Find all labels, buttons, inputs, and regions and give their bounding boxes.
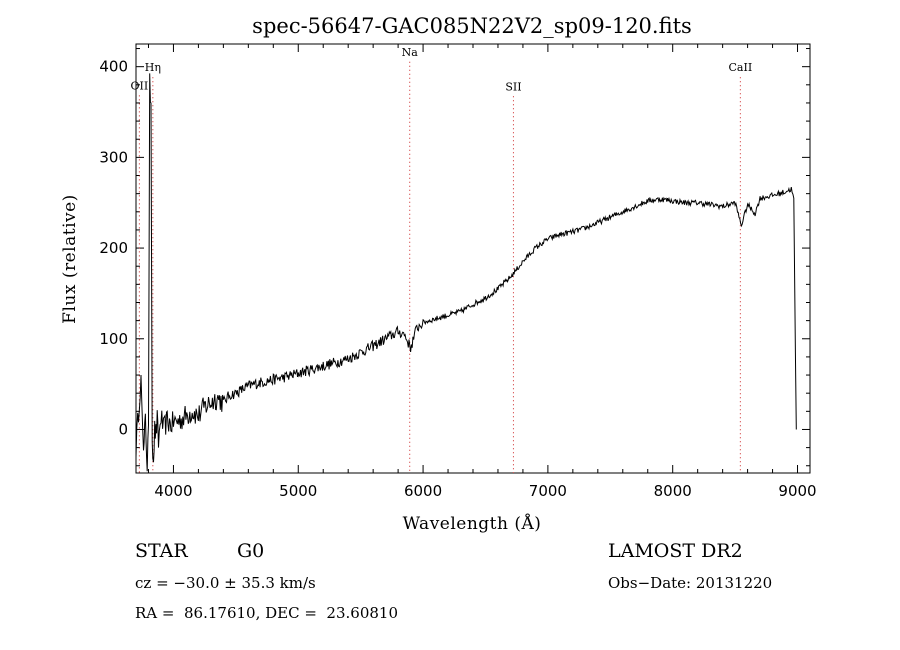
observation-date: Obs−Date: 20131220 bbox=[608, 574, 773, 592]
spectral-line-label: OII bbox=[131, 79, 149, 92]
x-tick-label: 5000 bbox=[279, 482, 317, 500]
x-tick-label: 4000 bbox=[154, 482, 192, 500]
spectral-line-label: Na bbox=[402, 46, 419, 59]
y-tick-label: 200 bbox=[99, 239, 128, 257]
x-tick-label: 8000 bbox=[654, 482, 692, 500]
x-axis-label: Wavelength (Å) bbox=[403, 513, 542, 534]
y-axis-ticks: 0 100 200 300 400 bbox=[99, 48, 810, 467]
spectral-line-label: CaII bbox=[729, 61, 753, 74]
spectral-line-label: Hη bbox=[145, 61, 161, 74]
object-subclass: G0 bbox=[237, 540, 265, 562]
survey-name: LAMOST DR2 bbox=[608, 540, 743, 562]
y-tick-label: 400 bbox=[99, 58, 128, 76]
y-tick-label: 100 bbox=[99, 330, 128, 348]
x-axis-ticks: 4000 5000 6000 7000 8000 9000 bbox=[147, 44, 817, 500]
object-class: STAR bbox=[135, 540, 188, 562]
x-tick-label: 7000 bbox=[529, 482, 567, 500]
flux-line bbox=[135, 73, 797, 472]
chart-title: spec-56647-GAC085N22V2_sp09-120.fits bbox=[252, 14, 692, 38]
plot-border bbox=[135, 43, 811, 474]
redshift-velocity: cz = −30.0 ± 35.3 km/s bbox=[135, 574, 316, 592]
flux-series bbox=[135, 73, 797, 472]
x-tick-label: 6000 bbox=[404, 482, 442, 500]
spectral-lines: OII Hη Na SII CaII bbox=[131, 46, 753, 473]
y-tick-label: 0 bbox=[118, 420, 128, 438]
ra-dec-coordinates: RA = 86.17610, DEC = 23.60810 bbox=[135, 604, 399, 622]
plot-frame bbox=[135, 43, 811, 474]
spectral-line-label: SII bbox=[505, 80, 521, 93]
y-tick-label: 300 bbox=[99, 148, 128, 166]
x-tick-label: 9000 bbox=[778, 482, 816, 500]
y-axis-label: Flux (relative) bbox=[60, 194, 80, 324]
